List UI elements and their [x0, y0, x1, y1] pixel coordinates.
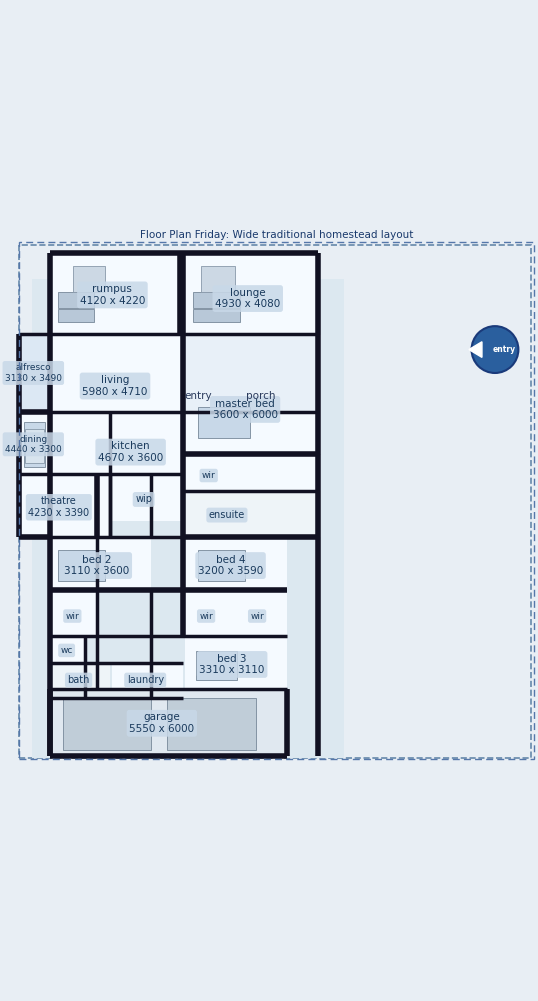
Text: laundry: laundry [126, 675, 164, 685]
Bar [24, 422, 45, 466]
Text: wir: wir [250, 612, 264, 621]
Text: dining
4440 x 3300: dining 4440 x 3300 [5, 434, 62, 454]
Text: entry: entry [185, 391, 212, 401]
Bar [73, 266, 104, 292]
Text: bath: bath [67, 675, 90, 685]
Text: porch: porch [246, 391, 275, 401]
Text: master bed
3600 x 6000: master bed 3600 x 6000 [213, 398, 278, 420]
Bar [25, 429, 44, 463]
Bar [193, 309, 240, 322]
Bar [63, 699, 152, 751]
Bar [50, 253, 183, 334]
Bar [185, 592, 232, 636]
Text: bed 4
3200 x 3590: bed 4 3200 x 3590 [198, 555, 263, 577]
Text: bed 3
3310 x 3110: bed 3 3310 x 3110 [200, 654, 265, 676]
Text: alfresco
3130 x 3490: alfresco 3130 x 3490 [5, 363, 62, 382]
Text: wir: wir [202, 471, 216, 480]
Bar [19, 475, 110, 537]
Text: bed 2
3110 x 3600: bed 2 3110 x 3600 [64, 555, 130, 577]
Circle shape [471, 326, 519, 373]
Bar [199, 550, 245, 582]
Bar [112, 663, 183, 699]
Bar [185, 253, 318, 334]
Bar [185, 538, 287, 590]
Bar [19, 412, 50, 474]
Text: wc: wc [60, 646, 73, 655]
Bar [232, 592, 287, 636]
Text: garage
5550 x 6000: garage 5550 x 6000 [129, 713, 194, 734]
Bar [19, 334, 50, 412]
Text: theatre
4230 x 3390: theatre 4230 x 3390 [29, 496, 89, 519]
Text: Floor Plan Friday: Wide traditional homestead layout: Floor Plan Friday: Wide traditional home… [140, 230, 413, 240]
Bar [167, 699, 256, 751]
Bar [196, 652, 237, 680]
Bar [50, 412, 183, 474]
Bar [185, 637, 287, 688]
Bar [58, 550, 104, 582]
Bar [58, 292, 94, 308]
Bar [193, 292, 240, 308]
Bar [50, 663, 110, 699]
Text: ensuite: ensuite [209, 511, 245, 521]
Bar [50, 689, 287, 756]
Text: kitchen
4670 x 3600: kitchen 4670 x 3600 [98, 441, 163, 462]
Polygon shape [469, 341, 482, 357]
Text: entry: entry [493, 345, 516, 354]
Bar [58, 309, 94, 322]
Bar [185, 491, 321, 537]
Bar [50, 592, 97, 636]
Bar [185, 335, 320, 412]
Bar [185, 335, 321, 453]
Bar [185, 454, 321, 491]
Bar [50, 538, 152, 590]
Text: rumpus
4120 x 4220: rumpus 4120 x 4220 [80, 284, 145, 305]
Bar [32, 279, 344, 758]
Text: wip: wip [135, 494, 152, 505]
Text: wir: wir [199, 612, 213, 621]
Bar [50, 637, 86, 663]
Text: living
5980 x 4710: living 5980 x 4710 [82, 375, 148, 396]
Bar [199, 406, 250, 438]
Bar [112, 471, 183, 522]
Bar [201, 266, 235, 292]
Text: wir: wir [66, 612, 79, 621]
Text: lounge
4930 x 4080: lounge 4930 x 4080 [215, 287, 280, 309]
Bar [50, 335, 183, 412]
